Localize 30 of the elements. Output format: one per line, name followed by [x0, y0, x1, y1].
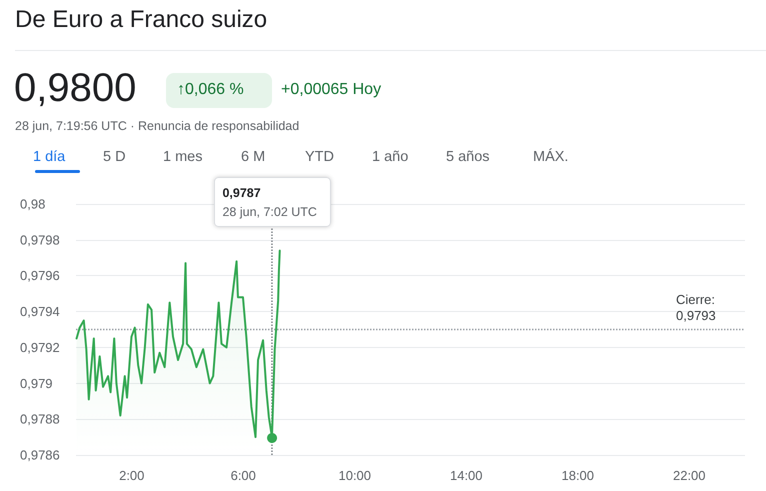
text: 0,9787	[222, 186, 261, 200]
text: 0,9800	[14, 66, 136, 111]
text: 28 jun, 7:19:56 UTC · Renuncia de responsabilidad	[15, 119, 300, 133]
x-tick-label: 18:00	[561, 468, 594, 483]
text: +0,00065 Hoy	[281, 81, 382, 99]
y-tick-label: 0,98	[20, 196, 46, 212]
text: 6 M	[241, 149, 266, 165]
x-tick-label: 6:00	[230, 468, 256, 483]
x-tick-label: 2:00	[119, 468, 144, 483]
x-tick-label: 22:00	[672, 468, 706, 483]
text: MÁX.	[533, 149, 568, 165]
text: ↑0,066 %	[177, 81, 244, 99]
text: 1 año	[372, 149, 408, 165]
x-tick-label: 14:00	[450, 468, 483, 483]
y-tick-label: 0,9786	[20, 448, 60, 462]
y-tick-label: 0,9788	[20, 412, 60, 427]
x-tick-label: 10:00	[338, 468, 372, 483]
text: 5 años	[446, 149, 490, 165]
y-tick-label: 0,9796	[20, 268, 60, 284]
text: 1 día	[33, 149, 66, 165]
text: 1 mes	[163, 149, 202, 165]
y-tick-label: 0,979	[20, 376, 53, 391]
y-tick-label: 0,9792	[20, 340, 60, 355]
chart-title: De Euro a Franco suizo	[15, 6, 268, 34]
ref-line-label: Cierre: 0,9793	[676, 292, 716, 323]
y-tick-label: 0,9794	[20, 304, 60, 320]
y-tick-label: 0,9798	[20, 232, 60, 248]
text: 5 D	[103, 149, 126, 165]
annotation: 28 jun, 7:02 UTC	[222, 205, 317, 219]
text: YTD	[305, 149, 334, 165]
